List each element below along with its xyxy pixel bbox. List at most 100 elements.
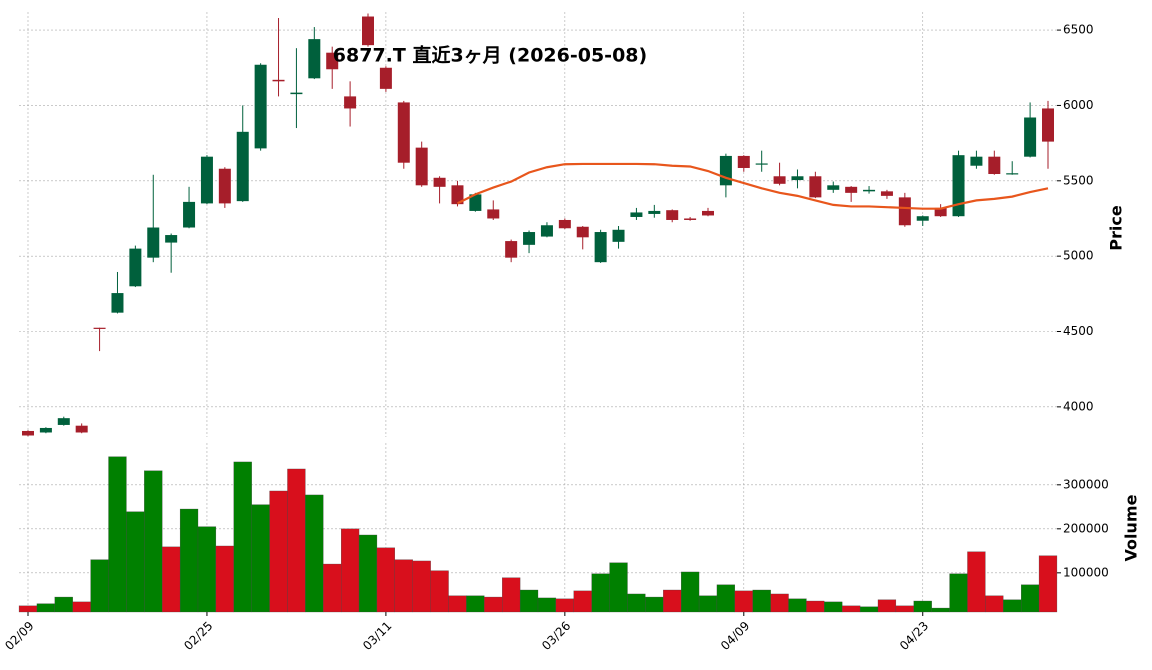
candle-body [737,155,750,168]
volume-bar [448,595,467,613]
volume-bar [573,590,592,613]
volume-bar [842,605,861,613]
volume-bar [1021,584,1040,613]
volume-bar [877,599,897,613]
y-tick-label: 5500 [1063,173,1094,187]
x-tick-label: 04/09 [718,619,752,653]
volume-bar [18,605,38,613]
volume-bar [72,601,91,613]
candle-body [755,163,768,165]
candle-body [469,194,482,211]
volume-bar [788,598,807,613]
candle-body [791,176,804,181]
candle-body [75,425,88,433]
candle-body [594,232,607,263]
volume-bar [108,456,127,613]
volume-bar [466,595,485,613]
volume-bar [824,601,843,613]
candle-body [898,197,911,226]
volume-bar [985,595,1004,613]
candle-body [200,156,213,204]
volume-bar [645,596,664,613]
candle-body [254,64,267,149]
y-tick-label: 4000 [1063,399,1094,413]
candle-body [612,229,625,242]
candle-body [558,219,571,229]
candle-body [1024,117,1037,157]
candle-body [415,147,428,186]
volume-bar [430,570,449,613]
volume-bar [734,590,753,613]
volume-bar [162,546,181,613]
volume-bar [609,562,628,613]
volume-bar [1003,599,1022,613]
volume-bar [251,504,270,613]
y-tick-label: 4500 [1063,324,1094,338]
candle-body [880,191,893,196]
x-tick-label: 03/11 [360,619,394,653]
volume-bar [681,571,700,613]
volume-bar [502,577,521,613]
candle-body [487,209,500,219]
y-tick-label: 6000 [1063,98,1094,112]
candle-body [952,155,965,217]
candle-body [290,92,303,95]
candle-body [1042,108,1054,142]
candle-body [39,427,52,433]
candle-body [863,189,876,192]
candle-body [183,201,196,228]
candle-body [344,96,357,109]
volume-bar [126,511,145,613]
volume-bar [305,494,324,613]
candle-body [111,293,124,313]
candle-body [684,218,697,220]
volume-bar [341,528,360,613]
y-tick-label: 6500 [1063,23,1094,37]
candle-body [970,156,983,166]
volume-bar [484,596,503,613]
volume-bar [555,598,574,613]
volume-bar [358,534,378,613]
candle-body [648,210,661,214]
volume-bar [233,461,252,613]
candle-body [308,39,321,79]
candle-body [379,67,392,89]
volume-bar [1038,555,1058,613]
candle-body [272,79,285,82]
candle-body [827,185,840,190]
volume-bar [179,508,199,613]
moving-average-line [456,162,1049,210]
y-tick-label: 200000 [1063,521,1109,535]
chart-title: 6877.T 直近3ヶ月 (2026-05-08) [333,44,647,67]
volume-bar [591,573,610,613]
x-tick-label: 02/25 [181,619,215,653]
candle-body [433,177,446,187]
candle-body [93,327,106,329]
volume-axis-label: Volume [1122,494,1141,561]
volume-bar [698,595,718,613]
price-axis-label: Price [1107,205,1126,251]
candle-body [916,216,929,221]
volume-bar [949,573,968,613]
volume-bar [913,600,932,613]
volume-bar [967,551,986,613]
volume-bar [519,589,539,613]
volume-bar [537,597,557,613]
candle-body [362,16,374,46]
candle-body [22,430,34,436]
y-tick-label: 300000 [1063,477,1109,491]
volume-bar [197,526,217,613]
volume-bar [376,547,395,613]
candle-body [773,176,786,184]
candle-body [397,102,410,163]
volume-bar [931,607,950,613]
volume-bar [770,593,789,613]
candle-body [165,235,178,243]
y-tick-label: 100000 [1063,565,1109,579]
x-tick-label: 02/09 [2,619,36,653]
volume-bar [90,559,109,613]
candle-body [451,185,464,205]
candle-body [576,226,589,238]
volume-bar [215,545,234,613]
